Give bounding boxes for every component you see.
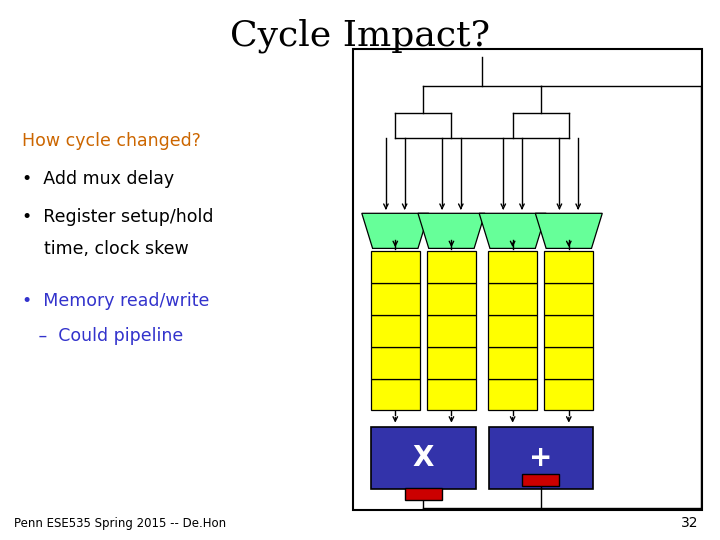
Text: –  Could pipeline: – Could pipeline [22,327,183,345]
Bar [371,283,420,315]
Bar [544,347,593,379]
Bar [488,251,537,283]
Bar [488,379,537,410]
Text: •  Memory read/write: • Memory read/write [22,292,209,309]
Bar [427,315,476,347]
Bar [427,379,476,410]
Bar [353,49,702,510]
Polygon shape [418,213,485,248]
Bar [371,251,420,283]
Bar [488,347,537,379]
Text: 32: 32 [681,516,698,530]
Text: •  Add mux delay: • Add mux delay [22,170,174,188]
Bar [488,315,537,347]
Polygon shape [362,213,429,248]
Text: •  Register setup/hold: • Register setup/hold [22,208,213,226]
Bar [488,283,537,315]
Text: How cycle changed?: How cycle changed? [22,132,200,150]
Text: X: X [413,444,434,471]
Text: time, clock skew: time, clock skew [22,240,189,258]
Polygon shape [536,213,602,248]
Bar [427,251,476,283]
Bar [371,347,420,379]
Bar [405,488,442,500]
Bar [544,283,593,315]
Bar [544,251,593,283]
Bar [489,427,593,489]
Bar [371,379,420,410]
Bar [544,315,593,347]
Text: Cycle Impact?: Cycle Impact? [230,19,490,53]
Bar [522,474,559,486]
Bar [372,427,476,489]
Bar [371,315,420,347]
Bar [544,379,593,410]
Polygon shape [480,213,546,248]
Bar [427,347,476,379]
Text: Penn ESE535 Spring 2015 -- De.Hon: Penn ESE535 Spring 2015 -- De.Hon [14,517,227,530]
Text: +: + [529,444,552,471]
Bar [427,283,476,315]
